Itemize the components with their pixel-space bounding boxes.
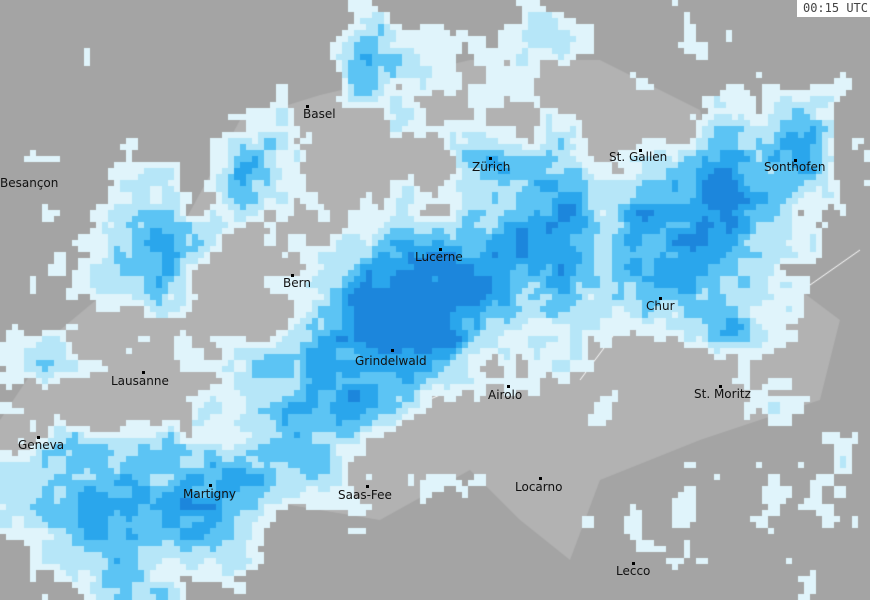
city-marker xyxy=(794,159,797,162)
city-label-besancon: Besançon xyxy=(0,176,59,190)
city-label-basel: Basel xyxy=(303,107,336,121)
city-label-locarno: Locarno xyxy=(515,480,563,494)
city-label-lausanne: Lausanne xyxy=(111,374,169,388)
city-marker xyxy=(639,149,642,152)
city-marker xyxy=(659,297,662,300)
city-marker xyxy=(719,385,722,388)
city-label-bern: Bern xyxy=(283,276,311,290)
city-label-chur: Chur xyxy=(646,299,675,313)
city-marker xyxy=(632,562,635,565)
city-marker xyxy=(489,157,492,160)
city-label-geneva: Geneva xyxy=(18,438,65,452)
city-marker xyxy=(209,484,212,487)
city-marker xyxy=(306,105,309,108)
city-label-zurich: Zürich xyxy=(472,160,511,174)
city-marker xyxy=(539,477,542,480)
city-marker xyxy=(142,371,145,374)
city-label-grindelwald: Grindelwald xyxy=(355,354,427,368)
city-label-lucerne: Lucerne xyxy=(415,250,463,264)
city-label-sonthofen: Sonthofen xyxy=(764,160,826,174)
city-label-martigny: Martigny xyxy=(183,487,237,501)
city-label-saas-fee: Saas-Fee xyxy=(338,488,392,502)
city-label-st-gallen: St. Gallen xyxy=(609,150,668,164)
city-label-lecco: Lecco xyxy=(616,564,651,578)
timestamp: 00:15 UTC xyxy=(796,0,870,17)
city-marker xyxy=(291,274,294,277)
city-marker xyxy=(37,436,40,439)
city-marker xyxy=(439,248,442,251)
city-label-airolo: Airolo xyxy=(488,388,523,402)
city-marker xyxy=(391,349,394,352)
city-marker xyxy=(507,385,510,388)
city-marker xyxy=(366,485,369,488)
city-label-st-moritz: St. Moritz xyxy=(694,387,751,401)
